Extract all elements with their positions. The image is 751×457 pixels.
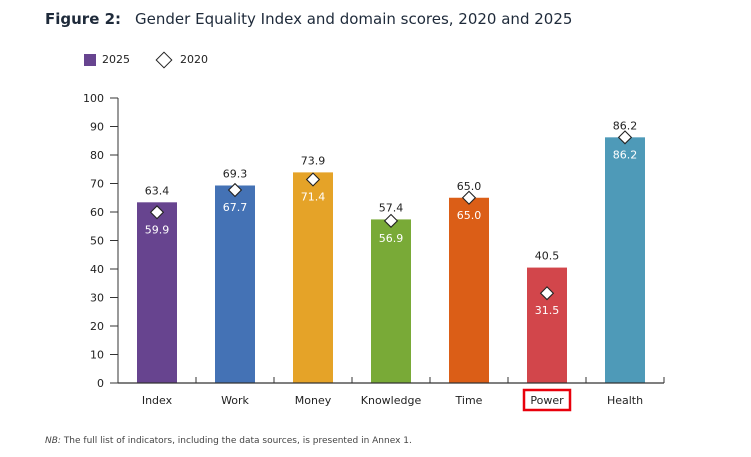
y-tick-label: 100 — [83, 92, 104, 105]
y-tick-label: 90 — [90, 121, 104, 134]
bar-money — [293, 172, 333, 383]
marker-2020-diamond — [305, 172, 321, 187]
bar-value-label: 40.5 — [535, 250, 560, 263]
chart-title: Figure 2: Gender Equality Index and domai… — [45, 10, 572, 28]
marker-value-label: 67.7 — [223, 201, 248, 214]
marker-2020-diamond — [149, 205, 165, 220]
bar-value-label: 73.9 — [301, 154, 326, 167]
y-tick-label: 70 — [90, 178, 104, 191]
marker-value-label: 86.2 — [613, 148, 638, 161]
legend: 2025 2020 — [84, 51, 208, 68]
marker-2020-diamond — [539, 286, 555, 301]
x-tick-label: Money — [295, 394, 332, 407]
legend-label-2020: 2020 — [180, 53, 208, 66]
marker-2020-diamond — [227, 182, 243, 198]
y-tick-label: 30 — [90, 292, 104, 305]
bar-value-label: 86.2 — [613, 119, 638, 132]
y-tick-label: 0 — [97, 377, 104, 390]
marker-2020-diamond — [461, 190, 477, 205]
y-tick-label: 80 — [90, 149, 104, 162]
legend-label-2025: 2025 — [102, 53, 130, 66]
bar-health — [605, 137, 645, 383]
marker-value-label: 71.4 — [301, 191, 326, 204]
x-tick-label: Time — [455, 394, 483, 407]
highlight-box — [522, 388, 572, 412]
title-text: Gender Equality Index and domain scores,… — [135, 10, 573, 28]
bar-time — [449, 197, 489, 383]
footnote-text: The full list of indicators, including t… — [60, 436, 412, 446]
y-tick-label: 60 — [90, 206, 104, 219]
bar-index — [137, 202, 177, 383]
marker-2020-diamond — [383, 213, 399, 228]
bar-work — [215, 185, 255, 383]
figure-number: Figure 2: — [45, 10, 122, 28]
y-tick-label: 50 — [90, 235, 104, 248]
marker-value-label: 56.9 — [379, 232, 404, 245]
bar-value-label: 57.4 — [379, 201, 404, 214]
y-tick-label: 10 — [90, 349, 104, 362]
marker-2020-diamond — [617, 130, 633, 145]
bar-value-label: 63.4 — [145, 184, 170, 197]
marker-value-label: 65.0 — [457, 209, 482, 222]
marker-value-label: 31.5 — [535, 304, 560, 317]
footnote: NB: The full list of indicators, includi… — [45, 436, 412, 446]
x-tick-label: Work — [221, 394, 249, 407]
y-tick-label: 40 — [90, 263, 104, 276]
y-tick-label: 20 — [90, 320, 104, 333]
marker-value-label: 59.9 — [145, 223, 170, 236]
x-tick-label: Power — [530, 394, 564, 407]
bar-power — [527, 267, 567, 383]
bar-value-label: 65.0 — [457, 180, 482, 193]
bar-knowledge — [371, 219, 411, 383]
x-tick-label: Knowledge — [361, 394, 422, 407]
x-tick-label: Index — [142, 394, 173, 407]
footnote-prefix: NB: — [45, 436, 61, 446]
x-tick-label: Health — [607, 394, 643, 407]
bar-value-label: 69.3 — [223, 167, 248, 180]
legend-swatch-2025 — [84, 53, 96, 66]
